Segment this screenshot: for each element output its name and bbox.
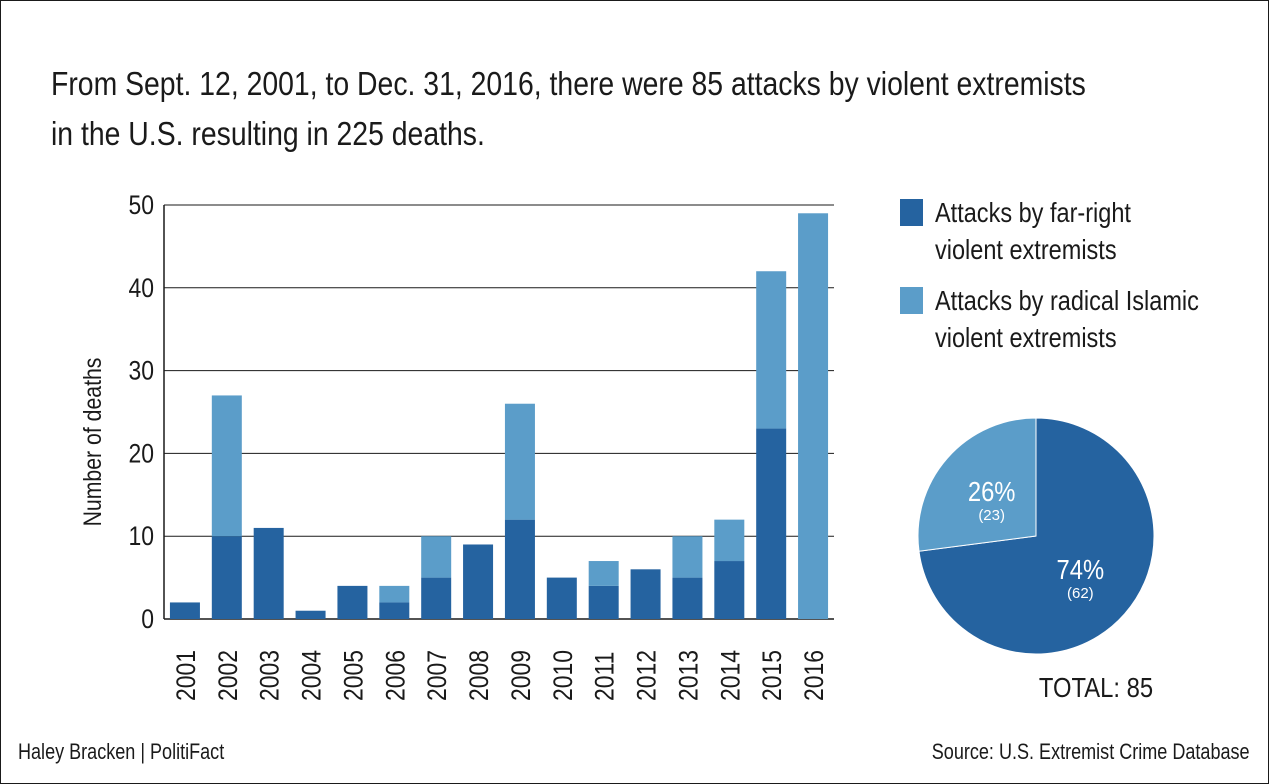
bar-2011-islamic — [588, 561, 619, 586]
bar-2013-islamic — [672, 536, 703, 578]
legend-label: violent extremists — [935, 235, 1117, 265]
bar-2014-islamic — [714, 519, 745, 562]
legend-swatch — [900, 287, 923, 314]
x-tick-label: 2014 — [716, 650, 746, 701]
legend-label: Attacks by radical Islamic — [935, 286, 1199, 316]
x-tick-label: 2015 — [757, 650, 787, 701]
bar-2003-far-right — [253, 527, 284, 619]
bar-2008-far-right — [463, 544, 494, 619]
bar-2016-islamic — [798, 213, 829, 619]
bar-2015-islamic — [756, 271, 787, 429]
legend-label: Attacks by far-right — [935, 198, 1131, 228]
x-tick-label: 2012 — [632, 650, 662, 701]
legend-label: violent extremists — [935, 323, 1117, 353]
bar-2015-far-right — [756, 428, 787, 619]
bar-2002-far-right — [211, 536, 242, 619]
credit-text: Haley Bracken | PolitiFact — [18, 739, 225, 764]
bar-2004-far-right — [295, 610, 326, 619]
x-tick-label: 2006 — [381, 650, 411, 701]
y-tick-label: 0 — [141, 604, 154, 634]
x-tick-label: 2009 — [506, 650, 536, 701]
pie-count-label: (62) — [1067, 585, 1094, 602]
bar-2007-far-right — [421, 577, 452, 619]
bar-2006-islamic — [379, 585, 410, 603]
title-line-2: in the U.S. resulting in 225 deaths. — [51, 115, 485, 152]
pie-count-label: (23) — [978, 507, 1005, 524]
x-tick-label: 2013 — [674, 650, 704, 701]
bar-2012-far-right — [630, 569, 661, 619]
source-text: Source: U.S. Extremist Crime Database — [932, 739, 1250, 764]
x-tick-label: 2016 — [799, 650, 829, 701]
y-tick-label: 20 — [128, 439, 154, 469]
pie-total-label: TOTAL: 85 — [1039, 671, 1153, 703]
y-axis-label: Number of deaths — [78, 358, 106, 527]
x-tick-label: 2003 — [255, 650, 285, 701]
bar-2013-far-right — [672, 577, 703, 619]
pie-slice-islamic — [917, 417, 1037, 552]
bar-2001-far-right — [169, 602, 200, 619]
x-tick-label: 2007 — [422, 650, 452, 701]
bar-2006-far-right — [379, 602, 410, 619]
x-tick-label: 2002 — [213, 650, 243, 701]
bar-2002-islamic — [211, 395, 242, 537]
y-tick-label: 40 — [128, 273, 154, 303]
bar-2007-islamic — [421, 536, 452, 578]
x-tick-label: 2004 — [297, 650, 327, 701]
bar-2009-far-right — [504, 519, 535, 619]
pie-percent-label: 74% — [1057, 553, 1105, 585]
title-line-1: From Sept. 12, 2001, to Dec. 31, 2016, t… — [51, 65, 1086, 102]
x-tick-label: 2005 — [339, 650, 369, 701]
bar-2014-far-right — [714, 561, 745, 619]
bar-2010-far-right — [546, 577, 577, 619]
legend-swatch — [900, 199, 923, 226]
x-tick-label: 2001 — [171, 650, 201, 701]
y-tick-label: 50 — [128, 190, 154, 220]
chart-title: From Sept. 12, 2001, to Dec. 31, 2016, t… — [51, 59, 1086, 159]
bar-2011-far-right — [588, 585, 619, 619]
bar-2009-islamic — [504, 403, 535, 520]
x-tick-label: 2011 — [590, 652, 620, 701]
x-tick-label: 2010 — [548, 650, 578, 701]
y-tick-label: 30 — [128, 356, 154, 386]
x-tick-label: 2008 — [464, 650, 494, 701]
y-tick-label: 10 — [128, 521, 154, 551]
pie-percent-label: 26% — [968, 475, 1016, 507]
bar-2005-far-right — [337, 585, 368, 619]
